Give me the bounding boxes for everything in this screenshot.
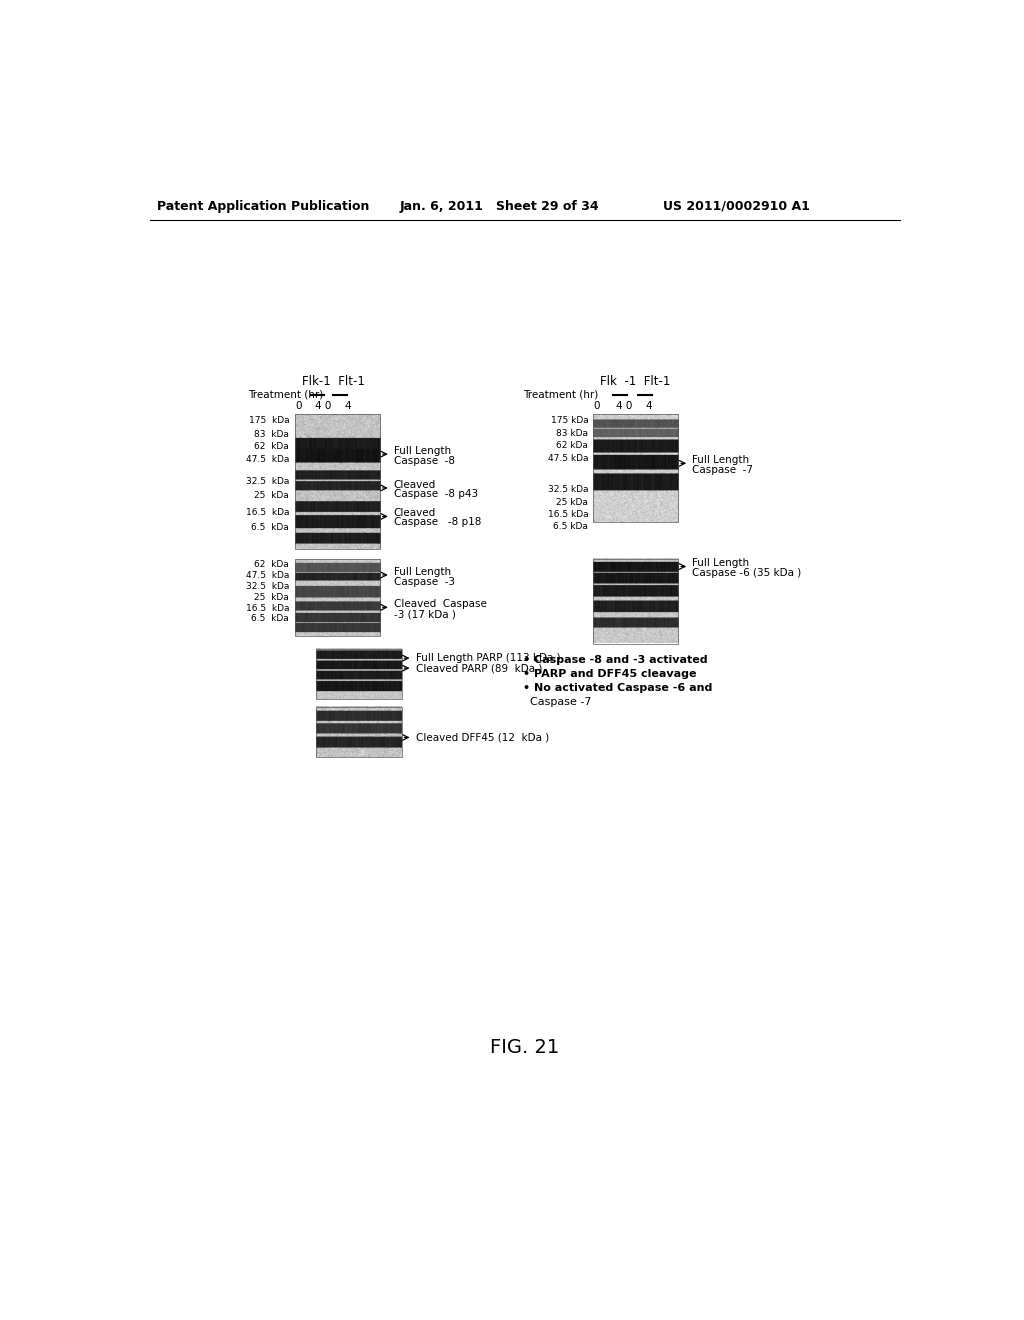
- Text: FIG. 21: FIG. 21: [490, 1039, 559, 1057]
- Text: 16.5  kDa: 16.5 kDa: [246, 603, 289, 612]
- Text: 83  kDa: 83 kDa: [254, 429, 289, 438]
- Bar: [316, 649, 401, 700]
- Text: • No activated Caspase -6 and: • No activated Caspase -6 and: [523, 682, 713, 693]
- Text: 62  kDa: 62 kDa: [254, 442, 289, 451]
- Text: 32.5  kDa: 32.5 kDa: [246, 478, 289, 486]
- Text: Patent Application Publication: Patent Application Publication: [158, 199, 370, 213]
- Text: Full Length PARP (113 kDa ): Full Length PARP (113 kDa ): [416, 653, 560, 663]
- Text: 6.5  kDa: 6.5 kDa: [252, 524, 289, 532]
- Text: 175  kDa: 175 kDa: [249, 416, 289, 425]
- Text: Cleaved  Caspase: Cleaved Caspase: [394, 599, 486, 610]
- Text: 16.5 kDa: 16.5 kDa: [548, 510, 589, 519]
- Text: 62  kDa: 62 kDa: [254, 561, 289, 569]
- Text: 25 kDa: 25 kDa: [556, 498, 589, 507]
- Text: 6.5  kDa: 6.5 kDa: [252, 614, 289, 623]
- Text: Full Length: Full Length: [692, 558, 750, 569]
- Text: Flk-1  Flt-1: Flk-1 Flt-1: [302, 375, 365, 388]
- Bar: [295, 414, 380, 549]
- Text: Caspase   -8 p18: Caspase -8 p18: [394, 517, 481, 527]
- Text: 4: 4: [344, 401, 350, 412]
- Text: Full Length: Full Length: [394, 566, 451, 577]
- Text: Treatment (hr): Treatment (hr): [523, 389, 598, 400]
- Text: Cleaved: Cleaved: [394, 508, 436, 519]
- Text: 47.5  kDa: 47.5 kDa: [246, 572, 289, 581]
- Text: Caspase -6 (35 kDa ): Caspase -6 (35 kDa ): [692, 568, 802, 578]
- Bar: [316, 708, 401, 758]
- Text: Jan. 6, 2011   Sheet 29 of 34: Jan. 6, 2011 Sheet 29 of 34: [399, 199, 599, 213]
- Text: 47.5  kDa: 47.5 kDa: [246, 455, 289, 463]
- Text: 175 kDa: 175 kDa: [551, 416, 589, 425]
- Text: Full Length: Full Length: [394, 446, 451, 455]
- Text: Caspase  -8 p43: Caspase -8 p43: [394, 490, 478, 499]
- Bar: [593, 558, 678, 644]
- Text: 62 kDa: 62 kDa: [556, 441, 589, 450]
- Bar: [593, 414, 678, 521]
- Text: 6.5 kDa: 6.5 kDa: [554, 521, 589, 531]
- Text: • PARP and DFF45 cleavage: • PARP and DFF45 cleavage: [523, 669, 696, 678]
- Bar: [295, 558, 380, 636]
- Text: 32.5  kDa: 32.5 kDa: [246, 582, 289, 591]
- Text: 4 0: 4 0: [315, 401, 332, 412]
- Text: 25  kDa: 25 kDa: [254, 593, 289, 602]
- Text: Cleaved: Cleaved: [394, 480, 436, 490]
- Text: Cleaved DFF45 (12  kDa ): Cleaved DFF45 (12 kDa ): [416, 733, 549, 742]
- Text: 47.5 kDa: 47.5 kDa: [548, 454, 589, 463]
- Text: Full Length: Full Length: [692, 455, 750, 465]
- Text: Caspase -7: Caspase -7: [523, 697, 592, 706]
- Text: Flk  -1  Flt-1: Flk -1 Flt-1: [600, 375, 671, 388]
- Text: -3 (17 kDa ): -3 (17 kDa ): [394, 610, 456, 619]
- Text: 83 kDa: 83 kDa: [556, 429, 589, 438]
- Text: 4: 4: [645, 401, 652, 412]
- Text: 16.5  kDa: 16.5 kDa: [246, 508, 289, 517]
- Text: Caspase  -8: Caspase -8: [394, 455, 455, 466]
- Text: Cleaved PARP (89  kDa ): Cleaved PARP (89 kDa ): [416, 663, 542, 673]
- Text: US 2011/0002910 A1: US 2011/0002910 A1: [663, 199, 810, 213]
- Text: 4 0: 4 0: [615, 401, 632, 412]
- Text: 32.5 kDa: 32.5 kDa: [548, 484, 589, 494]
- Text: 25  kDa: 25 kDa: [254, 491, 289, 500]
- Text: 0: 0: [295, 401, 302, 412]
- Text: 0: 0: [594, 401, 600, 412]
- Text: Caspase  -3: Caspase -3: [394, 577, 455, 587]
- Text: Treatment (hr): Treatment (hr): [248, 389, 324, 400]
- Text: Caspase  -7: Caspase -7: [692, 465, 754, 475]
- Text: • Caspase -8 and -3 activated: • Caspase -8 and -3 activated: [523, 655, 708, 665]
